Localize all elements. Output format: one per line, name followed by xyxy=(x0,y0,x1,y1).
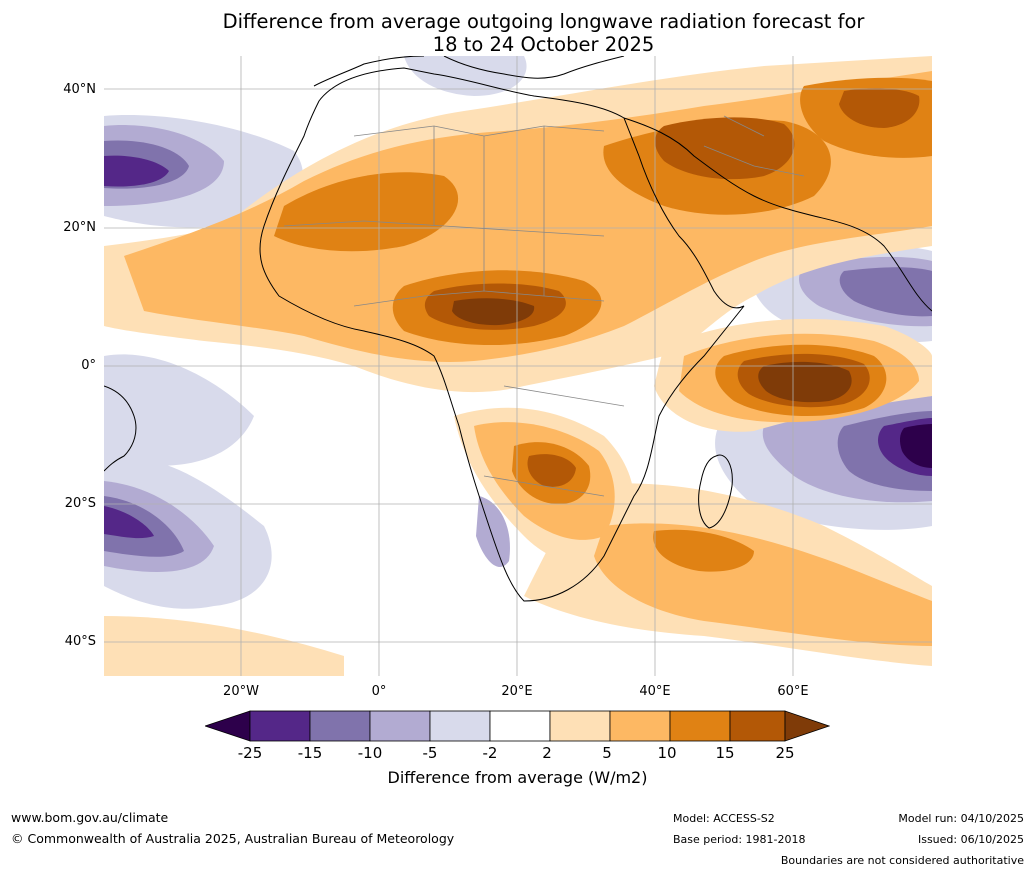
colorbar-label: Difference from average (W/m2) xyxy=(387,768,648,787)
lon-label-20w: 20°W xyxy=(223,684,259,699)
colorbar-segment-10 xyxy=(784,710,830,742)
title-line-1: Difference from average outgoing longwav… xyxy=(222,10,865,33)
colorbar-tick: 2 xyxy=(542,744,552,762)
colorbar-segment-9 xyxy=(729,710,786,742)
colorbar-segment-6 xyxy=(549,710,611,742)
anomaly-region-light-purple-atlantic xyxy=(104,354,254,466)
anomaly-region-deep-purple-west-north xyxy=(104,155,169,187)
anomaly-region-light-purple-mediterranean xyxy=(404,56,527,96)
colorbar-segment-7 xyxy=(609,710,671,742)
lat-label-40n: 40°N xyxy=(63,82,96,97)
colorbar-segment-3 xyxy=(369,710,431,742)
madagascar-coastline xyxy=(698,454,733,529)
model-name: Model: ACCESS-S2 xyxy=(673,812,775,825)
lat-label-20n: 20°N xyxy=(63,220,96,235)
colorbar-segment-4 xyxy=(429,710,491,742)
lon-label-20e: 20°E xyxy=(501,684,533,699)
anomaly-region-extreme-purple-indian xyxy=(899,424,932,468)
anomaly-region-deep-brown-sahel xyxy=(452,298,535,326)
graticule xyxy=(104,56,932,676)
anomaly-region-dark-purple-arabian-sea xyxy=(839,267,932,317)
colorbar xyxy=(205,710,830,742)
website-link[interactable]: www.bom.gov.au/climate xyxy=(11,810,169,825)
issued-date: Issued: 06/10/2025 xyxy=(917,833,1024,846)
lat-label-0: 0° xyxy=(81,358,96,373)
anomaly-region-dark-orange-sahara xyxy=(274,172,459,252)
anomaly-region-brown-southern-africa xyxy=(527,454,576,487)
africa-coastline xyxy=(259,67,745,602)
colorbar-tick: -5 xyxy=(422,744,438,762)
colorbar-tick: 25 xyxy=(775,744,795,762)
title-line-2: 18 to 24 October 2025 xyxy=(432,33,655,56)
lon-label-0: 0° xyxy=(371,684,387,699)
colorbar-tick: -25 xyxy=(237,744,263,762)
lat-label-40s: 40°S xyxy=(64,634,96,649)
anomaly-region-deep-purple-west-south xyxy=(104,506,154,539)
map-title: Difference from average outgoing longwav… xyxy=(0,10,1035,56)
anomaly-region-deep-brown-indian xyxy=(758,361,852,403)
colorbar-tick: -10 xyxy=(357,744,383,762)
country-boundaries xyxy=(283,115,805,497)
colorbar-tick: -15 xyxy=(297,744,323,762)
colorbar-segment-1 xyxy=(249,710,311,742)
anomaly-region-light-orange-southwest xyxy=(104,616,344,676)
anomaly-region-brown-arabia xyxy=(655,117,795,180)
lon-label-60e: 60°E xyxy=(777,684,809,699)
colorbar-segment-5 xyxy=(489,710,551,742)
colorbar-segment-8 xyxy=(669,710,731,742)
colorbar-tick: -2 xyxy=(482,744,498,762)
europe-coastline xyxy=(313,56,625,87)
model-run-date: Model run: 04/10/2025 xyxy=(898,812,1024,825)
anomaly-map xyxy=(104,56,932,676)
colorbar-tick: 10 xyxy=(657,744,677,762)
base-period: Base period: 1981-2018 xyxy=(673,833,806,846)
arabia-coastline xyxy=(623,117,932,312)
boundaries-disclaimer: Boundaries are not considered authoritat… xyxy=(780,854,1024,867)
lon-label-40e: 40°E xyxy=(639,684,671,699)
colorbar-tick: 5 xyxy=(602,744,612,762)
anomaly-region-brown-central-asia xyxy=(839,88,920,128)
anomaly-region-dark-orange-south-indian xyxy=(653,529,754,572)
colorbar-tick: 15 xyxy=(715,744,735,762)
colorbar-segment-2 xyxy=(309,710,371,742)
south-america-coastline xyxy=(104,385,137,472)
lat-label-20s: 20°S xyxy=(64,496,96,511)
colorbar-segment-0 xyxy=(205,710,251,742)
copyright-text: © Commonwealth of Australia 2025, Austra… xyxy=(11,831,455,846)
